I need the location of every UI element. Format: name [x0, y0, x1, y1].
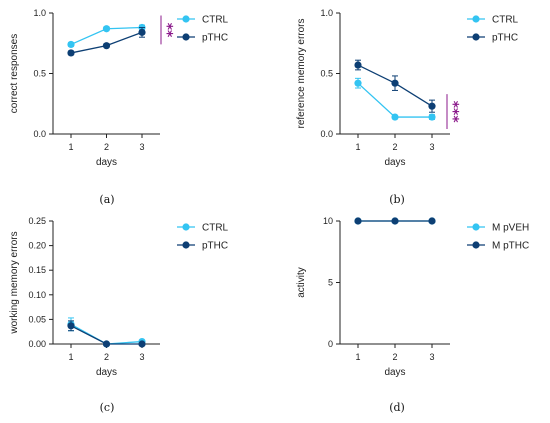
- x-tick-label: 3: [429, 352, 434, 362]
- y-tick-label: 0.10: [28, 290, 46, 300]
- x-tick-label: 3: [139, 352, 144, 362]
- y-tick-label: 0.5: [320, 69, 333, 79]
- panel-caption: (b): [389, 193, 405, 206]
- panel-caption: (d): [389, 401, 405, 414]
- y-tick-label: 5: [328, 278, 333, 288]
- y-axis-label: correct responses: [9, 34, 20, 113]
- x-tick-label: 3: [429, 142, 434, 152]
- x-tick-label: 3: [139, 142, 144, 152]
- y-tick-label: 10: [323, 216, 333, 226]
- significance-stars: ***: [451, 100, 467, 123]
- legend-marker: [182, 241, 190, 249]
- y-tick-label: 0: [328, 339, 333, 349]
- y-tick-label: 1.0: [33, 8, 46, 18]
- y-tick-label: 0.25: [28, 216, 46, 226]
- y-axis-label: working memory errors: [9, 231, 20, 334]
- data-point: [102, 340, 111, 348]
- x-axis-label: days: [96, 367, 117, 378]
- data-point: [354, 217, 362, 225]
- x-axis-label: days: [384, 367, 405, 378]
- data-point: [391, 79, 399, 87]
- y-tick-label: 0.0: [33, 129, 46, 139]
- legend-label: M pTHC: [492, 241, 529, 252]
- y-axis-label: reference memory errors: [296, 18, 307, 128]
- data-point: [138, 28, 146, 36]
- legend-marker: [182, 223, 190, 231]
- panel-caption: (c): [100, 401, 115, 414]
- data-point: [138, 340, 146, 348]
- x-tick-label: 2: [392, 142, 397, 152]
- x-tick-label: 1: [355, 142, 360, 152]
- legend-label: pTHC: [492, 33, 518, 44]
- x-tick-label: 1: [355, 352, 360, 362]
- data-point: [67, 49, 75, 57]
- chart-panel: 0.00 0.05 0.10 0.15 0.20 0.25 1 2 3 days working m…: [9, 216, 229, 414]
- legend-label: CTRL: [202, 15, 229, 26]
- legend-marker: [472, 241, 480, 249]
- legend-marker: [182, 33, 190, 41]
- x-axis-label: days: [96, 157, 117, 168]
- data-point: [102, 42, 111, 50]
- chart-panel: 0.0 0.5 1.0 1 2 3 days correct responses CTRL pTH…: [9, 8, 229, 206]
- x-axis-label: days: [384, 157, 405, 168]
- x-tick-label: 2: [104, 142, 109, 152]
- y-tick-label: 0.20: [28, 241, 46, 251]
- legend-marker: [182, 15, 190, 23]
- legend-label: CTRL: [202, 223, 229, 234]
- x-tick-label: 2: [392, 352, 397, 362]
- x-tick-label: 2: [104, 352, 109, 362]
- chart-panel: 0.0 0.5 1.0 1 2 3 days reference memory errors C…: [296, 8, 519, 206]
- y-tick-label: 0.5: [33, 69, 46, 79]
- x-tick-label: 1: [68, 142, 73, 152]
- x-tick-label: 1: [68, 352, 73, 362]
- y-tick-label: 0.0: [320, 129, 333, 139]
- data-point: [428, 102, 436, 110]
- data-point: [354, 61, 362, 69]
- panel-caption: (a): [99, 193, 114, 206]
- legend-label: pTHC: [202, 241, 228, 252]
- data-point: [67, 322, 75, 330]
- data-point: [391, 217, 399, 225]
- y-tick-label: 0.05: [28, 314, 46, 324]
- data-point: [428, 217, 436, 225]
- data-point: [67, 40, 75, 49]
- legend-marker: [472, 15, 480, 23]
- legend-label: CTRL: [492, 15, 519, 26]
- y-tick-label: 0.00: [28, 339, 46, 349]
- significance-stars: **: [165, 22, 181, 37]
- data-point: [102, 25, 111, 33]
- data-point: [428, 113, 436, 121]
- data-point: [354, 79, 362, 87]
- legend-label: pTHC: [202, 33, 228, 44]
- legend-label: M pVEH: [492, 223, 529, 234]
- data-point: [391, 113, 399, 121]
- legend-marker: [472, 223, 480, 231]
- chart-panel: 0 5 10 1 2 3 days activity M pVEH M pTHC (d): [296, 216, 529, 414]
- legend-marker: [472, 33, 480, 41]
- y-tick-label: 1.0: [320, 8, 333, 18]
- y-axis-label: activity: [296, 267, 307, 298]
- y-tick-label: 0.15: [28, 265, 46, 275]
